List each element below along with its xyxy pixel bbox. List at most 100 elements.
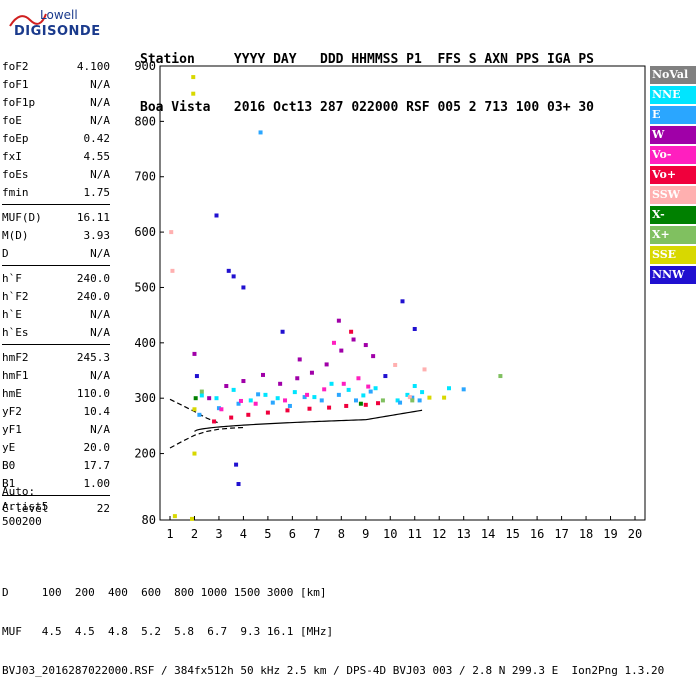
point-vo- [253,401,258,406]
logo-line2: DIGISONDE [14,24,101,39]
x-tick-label: 15 [505,527,519,541]
param-value: N/A [90,308,110,321]
x-tick-label: 20 [628,527,642,541]
profile-curve-lower [169,426,244,449]
param-value: N/A [90,78,110,91]
point-sse [172,514,177,519]
param-row: fmin 1.75 [2,184,110,202]
point-vo- [344,403,349,408]
ionogram-plot: 1 2 3 4 5 6 7 8 9 10 11 12 13 14 15 16 17 18 19 20802003004… [134,59,646,541]
point-e [216,406,221,411]
point-vo- [356,376,361,381]
param-divider [2,265,110,266]
point-vo- [246,412,251,417]
x-tick-label: 1 [166,527,173,541]
lowell-digisonde-logo: Lowell DIGISONDE [8,8,128,48]
x-tick-label: 5 [264,527,271,541]
point-vo- [331,340,336,345]
header-label-6: FFS [437,52,469,67]
point-vo- [376,401,381,406]
y-tick-label: 800 [134,114,156,128]
point-ssw [169,230,174,235]
point-e [236,401,241,406]
header-value-4: 022000 [351,100,407,115]
y-tick-label: 600 [134,225,156,239]
param-value: N/A [90,326,110,339]
point-sse [427,395,432,400]
header-label-9: PPS [515,52,548,67]
point-x- [193,396,198,401]
param-value: 1.00 [83,477,111,490]
point-x- [358,401,363,406]
param-value: 245.3 [76,351,110,364]
point-vo- [305,392,310,397]
param-name: foF1 [2,78,29,91]
point-sse [442,395,447,400]
point-e [256,392,261,397]
ionogram-parameters-panel: foF2 4.100 foF1 N/A foF1p N/A foE N/A foEp 0.42 fx… [2,58,110,518]
point-vo- [219,407,224,412]
header-label-2: DAY [273,52,321,67]
y-tick-label: 80 [142,513,156,527]
param-name: B1 [2,477,16,490]
point-nne [395,398,400,403]
header-value-2: Oct13 [273,100,321,115]
point-nne [248,398,253,403]
point-e [258,130,263,135]
param-value: 22 [96,502,110,515]
param-row: foF2 4.100 [2,58,110,76]
point-nne [361,393,366,398]
point-nnw [400,299,405,304]
autoscaling-info: Auto: Artist5 500200 [2,484,48,529]
auto-algorithm: Artist5 [2,500,49,513]
x-tick-label: 16 [530,527,544,541]
param-name: fxI [2,150,22,163]
logo-wave-icon [9,13,47,27]
legend-item-sse: SSE [650,246,696,264]
point-x- [498,374,503,379]
footer-info: D 100 200 400 600 800 1000 1500 3000 [km… [2,560,664,690]
param-row: C-level 22 [2,500,110,518]
param-row: B1 1.00 [2,475,110,493]
param-divider [2,204,110,205]
legend-item-vo-: Vo+ [650,166,696,184]
x-tick-label: 12 [432,527,446,541]
param-row: foEs N/A [2,166,110,184]
header-value-9: 100 [515,100,548,115]
param-row: hmE 110.0 [2,385,110,403]
point-vo- [307,406,312,411]
point-e [398,400,403,405]
param-name: h`Es [2,326,29,339]
param-name: MUF(D) [2,211,42,224]
point-vo- [363,402,368,407]
x-tick-label: 10 [383,527,397,541]
param-value: 3.93 [83,229,111,242]
param-row: foEp 0.42 [2,130,110,148]
point-nne [346,387,351,392]
y-tick-label: 900 [134,59,156,73]
point-e [417,398,422,403]
point-w [309,370,314,375]
param-name: foE [2,114,22,127]
point-e [461,387,466,392]
point-w [363,343,368,348]
param-row: fxI 4.55 [2,148,110,166]
param-name: foF1p [2,96,36,109]
param-value: 4.55 [83,150,111,163]
point-w [224,384,229,389]
header-label-4: HHMMSS [351,52,407,67]
point-vo- [285,408,290,413]
legend-item-w: W [650,126,696,144]
param-value: N/A [90,423,110,436]
point-e [287,403,292,408]
param-name: yE [2,441,16,454]
point-nne [263,392,268,397]
point-w [241,379,246,384]
point-e [302,395,307,400]
param-row: yF1 N/A [2,421,110,439]
param-row: M(D) 3.93 [2,227,110,245]
param-row: hmF1 N/A [2,367,110,385]
point-e [410,395,415,400]
point-vo- [283,398,288,403]
point-x- [199,389,204,394]
